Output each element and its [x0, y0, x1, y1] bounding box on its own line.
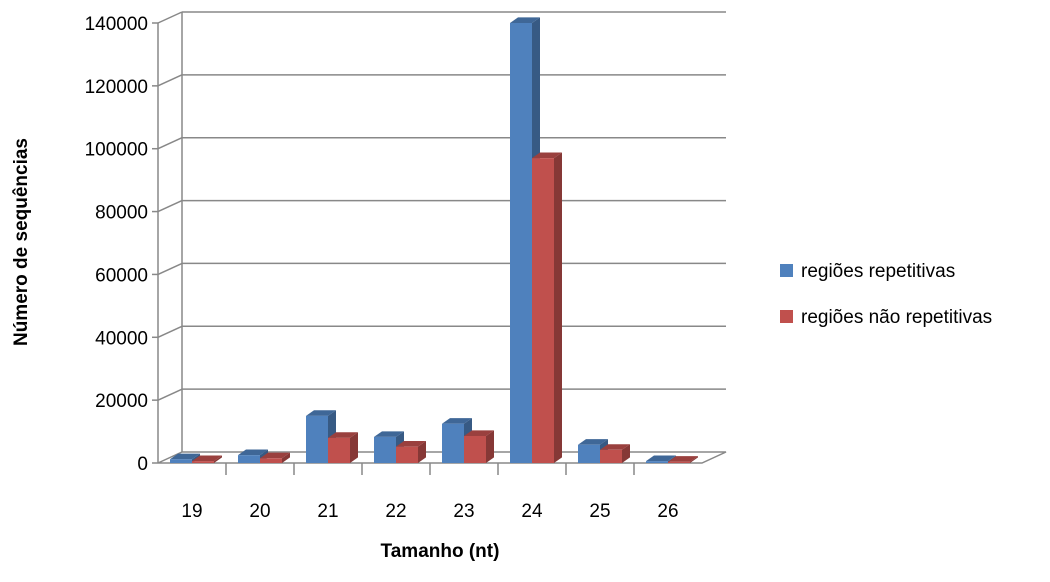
x-tick-label: 24 [521, 501, 543, 522]
y-tick-label: 120000 [85, 77, 148, 98]
bar-side-nao-repetitivas [486, 430, 494, 463]
y-tick-label: 0 [137, 454, 148, 475]
bar-repetitivas [306, 415, 328, 463]
gridline-side [157, 11, 183, 24]
bar-side-nao-repetitivas [622, 444, 630, 463]
bar-top-repetitivas [170, 453, 200, 460]
bar-nao-repetitivas [668, 461, 690, 463]
x-tick-label: 22 [385, 501, 406, 522]
x-tick-label: 23 [453, 501, 474, 522]
gridline-side [157, 388, 183, 401]
x-tick-label: 21 [317, 501, 338, 522]
bar-top-repetitivas [306, 410, 336, 416]
bar-side-nao-repetitivas [214, 455, 222, 463]
legend-swatch [780, 310, 793, 323]
bar-top-nao-repetitivas [532, 152, 562, 159]
x-axis-title: Tamanho (nt) [381, 541, 500, 562]
gridline-side [157, 137, 183, 150]
y-tick-label: 20000 [95, 391, 148, 412]
bar-repetitivas [510, 23, 532, 463]
y-axis-ticks: 0 20000 40000 60000 80000 100000 120000 140000 [85, 14, 159, 475]
bar-repetitivas [170, 459, 192, 463]
bar-top-repetitivas [578, 439, 608, 445]
gridlines [157, 11, 726, 401]
bar-top-repetitivas [646, 455, 676, 462]
bar-top-nao-repetitivas [600, 444, 630, 450]
bar-top-repetitivas [238, 449, 268, 456]
bar-repetitivas [646, 461, 668, 463]
y-tick-label: 40000 [95, 328, 148, 349]
bar-nao-repetitivas [464, 435, 486, 463]
bar-top-repetitivas [510, 17, 540, 23]
gridline-side [157, 74, 183, 87]
bar-top-nao-repetitivas [260, 452, 290, 459]
x-tick-label: 25 [589, 501, 610, 522]
x-tick-label: 26 [657, 501, 678, 522]
chart-walls [157, 12, 727, 464]
bar-top-nao-repetitivas [328, 432, 358, 438]
bar-repetitivas [238, 455, 260, 463]
bar-top-repetitivas [374, 431, 404, 437]
bar-side-nao-repetitivas [418, 441, 426, 463]
bars [170, 17, 698, 464]
bar-top-nao-repetitivas [192, 455, 222, 462]
legend: regiões repetitivas regiões não repetitiv… [780, 261, 992, 328]
gridline-side [157, 199, 183, 213]
bar-side-nao-repetitivas [690, 456, 698, 463]
bar-top-nao-repetitivas [464, 430, 494, 436]
gridline-side [157, 262, 183, 276]
y-tick-label: 140000 [85, 14, 148, 35]
gridline-side [157, 325, 183, 338]
x-tick-label: 19 [181, 501, 202, 522]
bar-repetitivas [578, 444, 600, 463]
legend-label: regiões não repetitivas [801, 307, 992, 328]
x-axis-ticks: 19 20 21 22 23 24 25 26 [181, 463, 679, 522]
y-axis-title: Número de sequências [11, 138, 32, 346]
legend-swatch [780, 264, 793, 277]
bar-nao-repetitivas [600, 449, 622, 463]
bar-side-nao-repetitivas [554, 152, 562, 464]
bar-repetitivas [374, 436, 396, 463]
bar-nao-repetitivas [260, 458, 282, 463]
bar-nao-repetitivas [532, 158, 554, 463]
y-tick-label: 60000 [95, 265, 148, 286]
bar-side-nao-repetitivas [282, 452, 290, 463]
bar-side-nao-repetitivas [350, 432, 358, 463]
bar-nao-repetitivas [328, 437, 350, 463]
y-tick-label: 80000 [95, 203, 148, 224]
bar-repetitivas [442, 423, 464, 463]
legend-label: regiões repetitivas [801, 261, 955, 282]
bar-nao-repetitivas [192, 461, 214, 463]
bar-top-nao-repetitivas [396, 441, 426, 447]
bar-top-nao-repetitivas [668, 456, 698, 462]
x-tick-label: 20 [249, 501, 270, 522]
bar-top-repetitivas [442, 418, 472, 424]
bar-nao-repetitivas [396, 446, 418, 463]
y-tick-label: 100000 [85, 140, 148, 161]
